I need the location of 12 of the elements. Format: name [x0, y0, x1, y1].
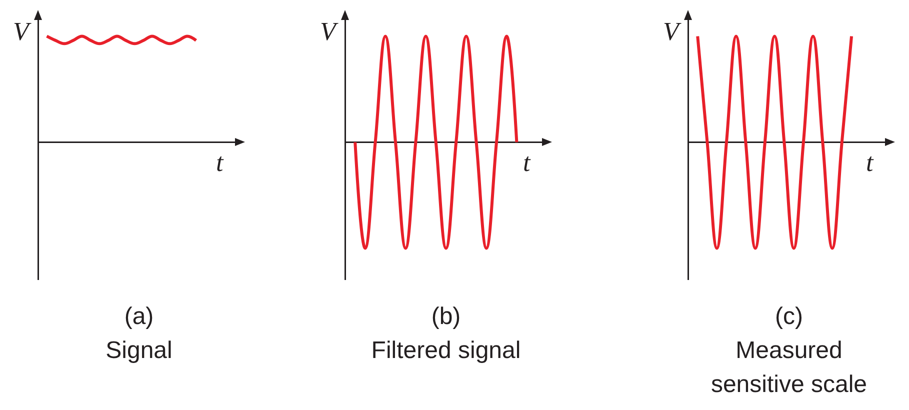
text: (b): [430, 302, 462, 332]
text: Filtered signal: [370, 336, 522, 366]
x-axis-title: t: [866, 148, 874, 177]
y-axis-title: V: [663, 17, 682, 46]
x-axis-title: t: [523, 148, 531, 177]
text: Signal: [104, 336, 174, 366]
y-axis-title: V: [13, 17, 32, 46]
text: Measured sensitive scale: [710, 336, 868, 400]
y-axis-title: V: [320, 17, 339, 46]
text: (a): [123, 302, 155, 332]
x-axis-title: t: [216, 148, 224, 177]
text: (c): [774, 302, 804, 332]
